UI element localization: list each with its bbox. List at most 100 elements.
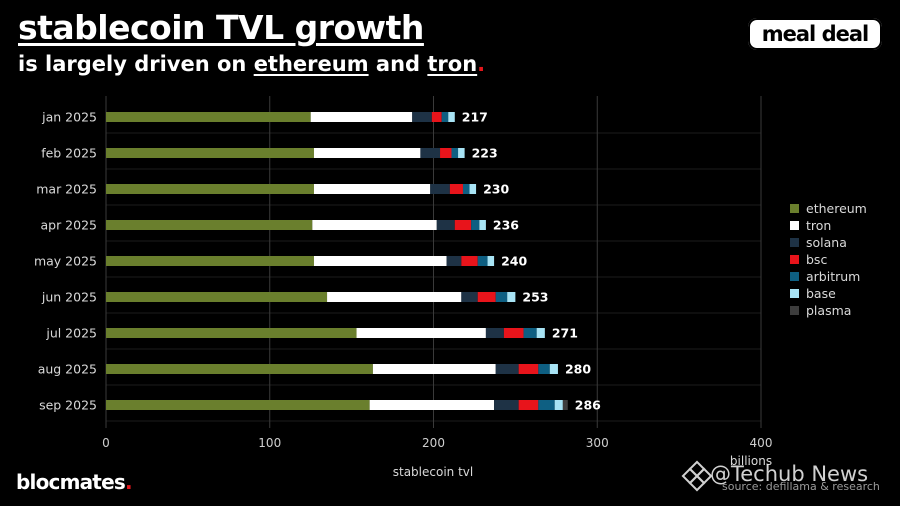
total-label-6: 271 xyxy=(552,326,578,341)
legend-label-bsc: bsc xyxy=(806,252,827,267)
category-label-8: sep 2025 xyxy=(39,398,97,413)
total-label-7: 280 xyxy=(565,362,591,377)
bar-arbitrum-4 xyxy=(477,256,488,266)
total-label-8: 286 xyxy=(575,398,601,413)
bar-base-6 xyxy=(536,328,545,338)
bar-plasma-8 xyxy=(562,400,568,410)
bar-arbitrum-5 xyxy=(495,292,508,302)
unit-label: billions xyxy=(730,454,772,468)
legend-label-arbitrum: arbitrum xyxy=(806,269,860,284)
bars xyxy=(106,112,568,410)
bar-ethereum-8 xyxy=(106,400,370,410)
bar-bsc-7 xyxy=(518,364,539,374)
legend: ethereum tron solana bsc arbitrum base plasma xyxy=(790,201,867,318)
legend-label-ethereum: ethereum xyxy=(806,201,867,216)
chart-subtitle: is largely driven on ethereum and tron. xyxy=(18,52,486,76)
category-label-5: jun 2025 xyxy=(41,290,97,305)
total-label-2: 230 xyxy=(483,182,509,197)
bar-tron-5 xyxy=(327,292,462,302)
blocmates-logo: blocmates. xyxy=(16,470,133,494)
bar-tron-6 xyxy=(356,328,486,338)
legend-swatch-ethereum xyxy=(790,204,799,213)
bar-arbitrum-3 xyxy=(471,220,480,230)
bar-ethereum-0 xyxy=(106,112,311,122)
bar-ethereum-5 xyxy=(106,292,328,302)
bar-solana-0 xyxy=(412,112,432,122)
bar-base-0 xyxy=(448,112,455,122)
bar-tron-2 xyxy=(313,184,431,194)
bar-tron-8 xyxy=(369,400,495,410)
watermark: @Techub News xyxy=(681,460,868,492)
bar-solana-6 xyxy=(485,328,504,338)
total-label-0: 217 xyxy=(462,110,488,125)
legend-label-plasma: plasma xyxy=(806,303,851,318)
bar-base-1 xyxy=(458,148,465,158)
bar-base-5 xyxy=(507,292,516,302)
chart-title: stablecoin TVL growth xyxy=(18,8,424,47)
bar-ethereum-6 xyxy=(106,328,357,338)
legend-swatch-solana xyxy=(790,238,799,247)
category-label-3: apr 2025 xyxy=(40,218,97,233)
bar-solana-3 xyxy=(436,220,455,230)
bar-bsc-1 xyxy=(440,148,452,158)
bar-base-8 xyxy=(554,400,563,410)
total-label-5: 253 xyxy=(522,290,548,305)
bar-tron-0 xyxy=(310,112,413,122)
bar-solana-4 xyxy=(446,256,462,266)
legend-swatch-tron xyxy=(790,221,799,230)
bar-arbitrum-6 xyxy=(523,328,537,338)
bar-arbitrum-7 xyxy=(538,364,550,374)
x-axis-label: stablecoin tvl xyxy=(393,465,473,479)
bar-tron-4 xyxy=(313,256,447,266)
category-label-0: jan 2025 xyxy=(41,110,97,125)
bar-ethereum-7 xyxy=(106,364,373,374)
x-tick-3: 300 xyxy=(586,436,609,450)
bar-solana-2 xyxy=(430,184,450,194)
bar-ethereum-3 xyxy=(106,220,313,230)
bar-base-7 xyxy=(549,364,558,374)
bar-tron-3 xyxy=(312,220,437,230)
bar-arbitrum-0 xyxy=(441,112,449,122)
legend-label-tron: tron xyxy=(806,218,831,233)
legend-label-solana: solana xyxy=(806,235,847,250)
bar-bsc-3 xyxy=(454,220,472,230)
bar-tron-1 xyxy=(313,148,421,158)
bar-arbitrum-8 xyxy=(538,400,555,410)
category-label-1: feb 2025 xyxy=(41,146,97,161)
bar-bsc-0 xyxy=(431,112,442,122)
x-tick-1: 100 xyxy=(258,436,281,450)
bar-solana-7 xyxy=(495,364,519,374)
x-tick-2: 200 xyxy=(422,436,445,450)
bar-solana-1 xyxy=(420,148,441,158)
bar-solana-5 xyxy=(461,292,478,302)
bar-arbitrum-1 xyxy=(451,148,459,158)
x-tick-0: 0 xyxy=(102,436,110,450)
source-note: source: defillama & research xyxy=(722,480,880,493)
legend-swatch-base xyxy=(790,289,799,298)
bar-bsc-4 xyxy=(461,256,478,266)
bar-base-2 xyxy=(469,184,477,194)
bar-ethereum-4 xyxy=(106,256,314,266)
bar-base-3 xyxy=(479,220,486,230)
bar-arbitrum-2 xyxy=(462,184,470,194)
total-label-4: 240 xyxy=(501,254,527,269)
bar-bsc-5 xyxy=(477,292,496,302)
category-label-6: jul 2025 xyxy=(45,326,97,341)
x-tick-4: 400 xyxy=(750,436,773,450)
total-label-3: 236 xyxy=(493,218,519,233)
legend-swatch-bsc xyxy=(790,255,799,264)
bar-bsc-2 xyxy=(449,184,463,194)
bar-base-4 xyxy=(487,256,495,266)
legend-swatch-plasma xyxy=(790,306,799,315)
diamond-icon xyxy=(681,460,713,492)
bar-tron-7 xyxy=(372,364,496,374)
bar-ethereum-1 xyxy=(106,148,314,158)
bar-ethereum-2 xyxy=(106,184,314,194)
meal-deal-logo: meal deal xyxy=(748,18,882,50)
category-label-2: mar 2025 xyxy=(36,182,97,197)
category-label-7: aug 2025 xyxy=(38,362,97,377)
legend-label-base: base xyxy=(806,286,836,301)
bar-solana-8 xyxy=(494,400,519,410)
bar-bsc-6 xyxy=(503,328,524,338)
